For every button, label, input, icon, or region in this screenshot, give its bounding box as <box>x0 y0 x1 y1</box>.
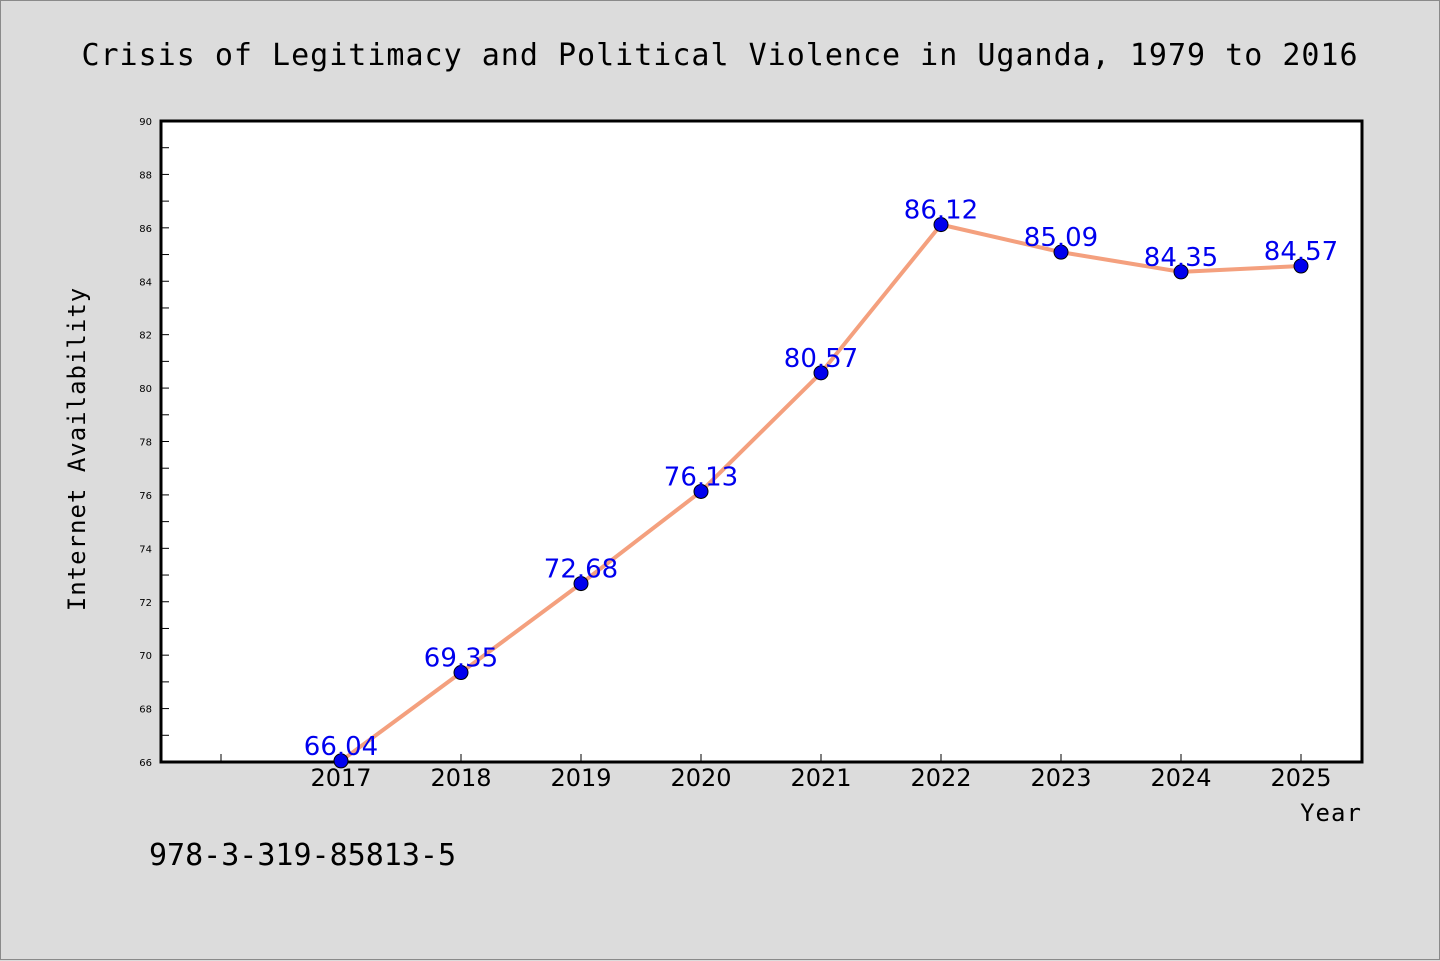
x-tick-label: 2020 <box>670 764 731 792</box>
data-label: 86.12 <box>904 196 978 226</box>
data-point <box>693 483 709 499</box>
y-tick-label: 70 <box>139 651 152 662</box>
x-axis: 2017 2018 2019 2020 2021 2022 2023 2024 2025 <box>220 754 1332 792</box>
data-label: 84.35 <box>1144 243 1218 273</box>
data-point <box>1293 258 1309 274</box>
x-tick-label: 2017 <box>310 764 371 792</box>
y-tick-label: 76 <box>139 491 152 502</box>
y-tick-label: 78 <box>139 438 152 449</box>
data-point <box>1173 264 1189 280</box>
y-tick-label: 66 <box>139 758 152 769</box>
isbn-footnote: 978-3-319-85813-5 <box>149 838 456 873</box>
data-label: 84.57 <box>1264 237 1338 267</box>
y-tick-label: 80 <box>139 384 152 395</box>
x-tick-label: 2025 <box>1270 764 1331 792</box>
y-tick-label: 74 <box>139 544 152 555</box>
x-tick-label: 2024 <box>1150 764 1211 792</box>
y-axis-label: Internet Availability <box>63 287 91 611</box>
y-tick-label: 82 <box>139 331 152 342</box>
y-tick-label: 72 <box>139 598 152 609</box>
y-tick-label: 84 <box>139 277 152 288</box>
y-tick-label: 86 <box>139 224 152 235</box>
data-point <box>1053 244 1069 260</box>
y-axis: 66 68 70 72 74 76 78 80 82 84 86 88 90 <box>139 117 169 769</box>
x-tick-label: 2018 <box>430 764 491 792</box>
data-label: 80.57 <box>784 344 858 374</box>
data-label: 69.35 <box>424 644 498 674</box>
x-tick-label: 2019 <box>550 764 611 792</box>
data-point <box>453 665 469 681</box>
series-line: 66.04 69.35 72.68 76.13 80.57 86.12 85.09 84.35… <box>304 196 1338 769</box>
chart-title: Crisis of Legitimacy and Political Viole… <box>81 38 1358 73</box>
data-label: 72.68 <box>544 555 618 585</box>
data-point <box>933 217 949 233</box>
y-tick-label: 68 <box>139 705 152 716</box>
x-tick-label: 2022 <box>910 764 971 792</box>
x-axis-label: Year <box>1300 799 1362 827</box>
data-point <box>813 365 829 381</box>
data-label: 76.13 <box>664 462 738 492</box>
y-tick-label: 88 <box>139 170 152 181</box>
data-point <box>573 576 589 592</box>
x-tick-label: 2023 <box>1030 764 1091 792</box>
y-tick-label: 90 <box>139 117 152 128</box>
data-label: 66.04 <box>304 732 378 762</box>
data-label: 85.09 <box>1024 223 1098 253</box>
data-point <box>333 753 349 769</box>
plot-area <box>159 119 1364 764</box>
x-tick-label: 2021 <box>790 764 851 792</box>
